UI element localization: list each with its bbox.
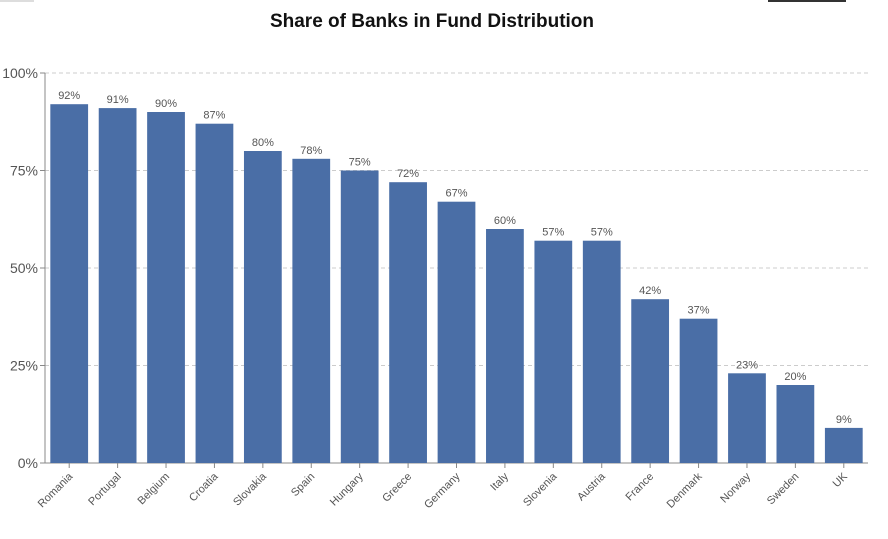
bar	[824, 427, 863, 463]
data-label: 57%	[542, 227, 564, 239]
bar	[679, 318, 718, 463]
x-tick-label: France	[624, 471, 657, 504]
bar	[776, 385, 815, 463]
data-label: 67%	[445, 188, 467, 200]
x-tick-label: Norway	[718, 470, 753, 505]
chart-title: Share of Banks in Fund Distribution	[269, 11, 595, 32]
bar	[147, 112, 185, 463]
data-label: 72%	[397, 168, 419, 180]
x-tick-label: Austria	[575, 470, 608, 503]
x-tick-label: Denmark	[665, 470, 705, 510]
x-tick-label: Germany	[422, 470, 463, 511]
data-label: 87%	[203, 110, 225, 122]
bar	[243, 151, 282, 463]
data-label: 75%	[349, 157, 371, 169]
y-tick-label: 25%	[10, 358, 38, 374]
data-label: 37%	[688, 305, 710, 317]
x-tick-label: Belgium	[136, 471, 173, 508]
x-tick-label: Spain	[289, 471, 317, 499]
y-tick-label: 50%	[10, 260, 38, 276]
bar	[98, 108, 137, 463]
data-label: 20%	[784, 371, 806, 383]
bar	[437, 201, 476, 463]
top-left-decoration	[0, 0, 34, 2]
x-tick-label: Croatia	[187, 470, 221, 504]
x-tick-label: Portugal	[86, 471, 123, 508]
data-label: 78%	[300, 145, 322, 157]
x-tick-label: Italy	[488, 470, 511, 493]
data-label: 23%	[736, 359, 758, 371]
data-label: 91%	[107, 94, 129, 106]
bar	[728, 373, 766, 463]
data-label: 92%	[58, 90, 80, 102]
x-tick-label: UK	[831, 470, 851, 490]
bar	[389, 182, 427, 463]
data-label: 60%	[494, 215, 516, 227]
bar	[195, 123, 234, 463]
data-label: 42%	[639, 285, 661, 297]
top-right-decoration	[768, 0, 846, 2]
x-tick-label: Greece	[380, 471, 414, 505]
bar	[534, 240, 573, 463]
y-tick-label: 0%	[18, 455, 38, 471]
bar	[292, 158, 331, 464]
data-label: 80%	[252, 137, 274, 149]
bar	[340, 170, 379, 463]
data-label: 9%	[836, 414, 852, 426]
x-tick-label: Slovenia	[521, 470, 560, 509]
data-label: 57%	[591, 227, 613, 239]
x-tick-label: Slovakia	[231, 470, 270, 509]
x-tick-label: Romania	[36, 470, 76, 510]
bar	[486, 229, 524, 463]
x-tick-label: Hungary	[328, 470, 366, 508]
y-tick-label: 75%	[10, 163, 38, 179]
data-label: 90%	[155, 98, 177, 110]
bar	[631, 299, 670, 463]
bar	[582, 240, 621, 463]
bar	[50, 104, 89, 463]
x-tick-label: Sweden	[765, 471, 802, 508]
y-tick-label: 100%	[2, 65, 38, 81]
